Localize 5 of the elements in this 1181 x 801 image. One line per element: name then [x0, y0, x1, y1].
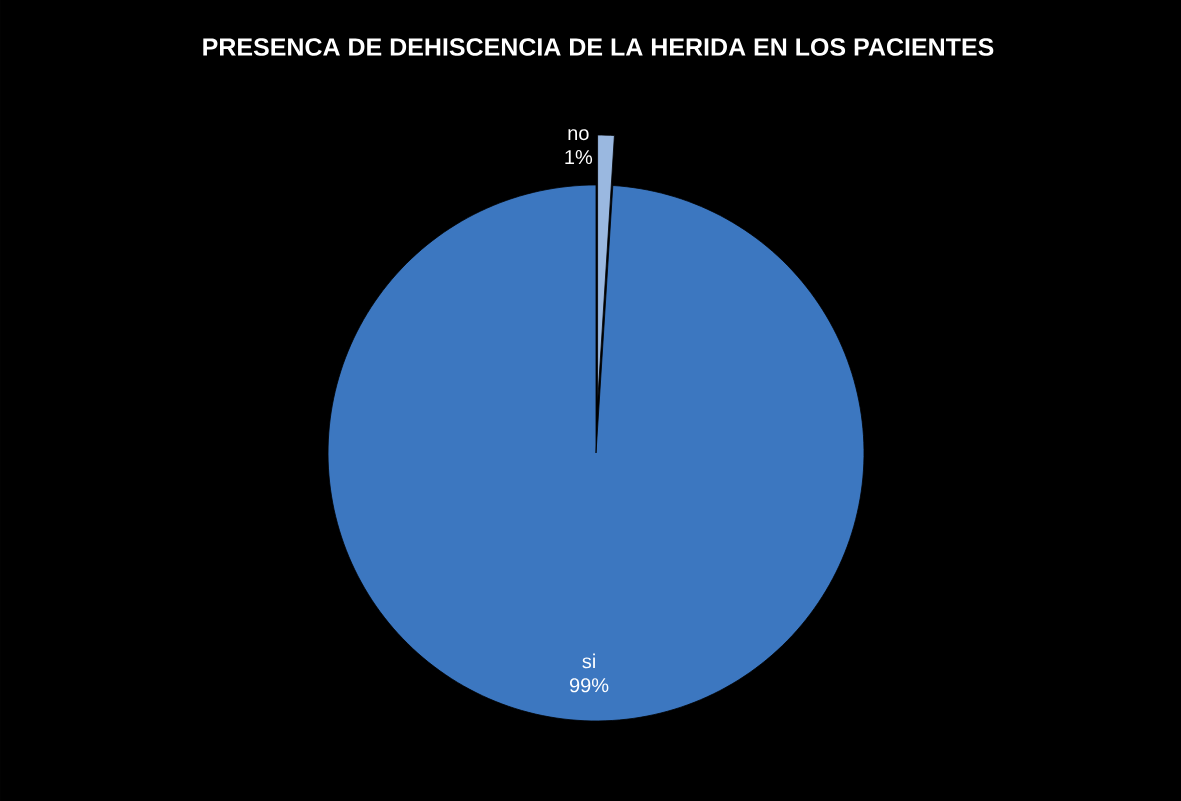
- data-label: 1%: [565, 150, 593, 165]
- data-label: 99%: [569, 678, 609, 693]
- chart-title: PRESENCA DE DEHISCENCIA DE LA HERIDA EN LOS PACIENTES: [203, 38, 994, 56]
- slice-label: si: [582, 653, 595, 669]
- slice-label: no: [568, 129, 589, 141]
